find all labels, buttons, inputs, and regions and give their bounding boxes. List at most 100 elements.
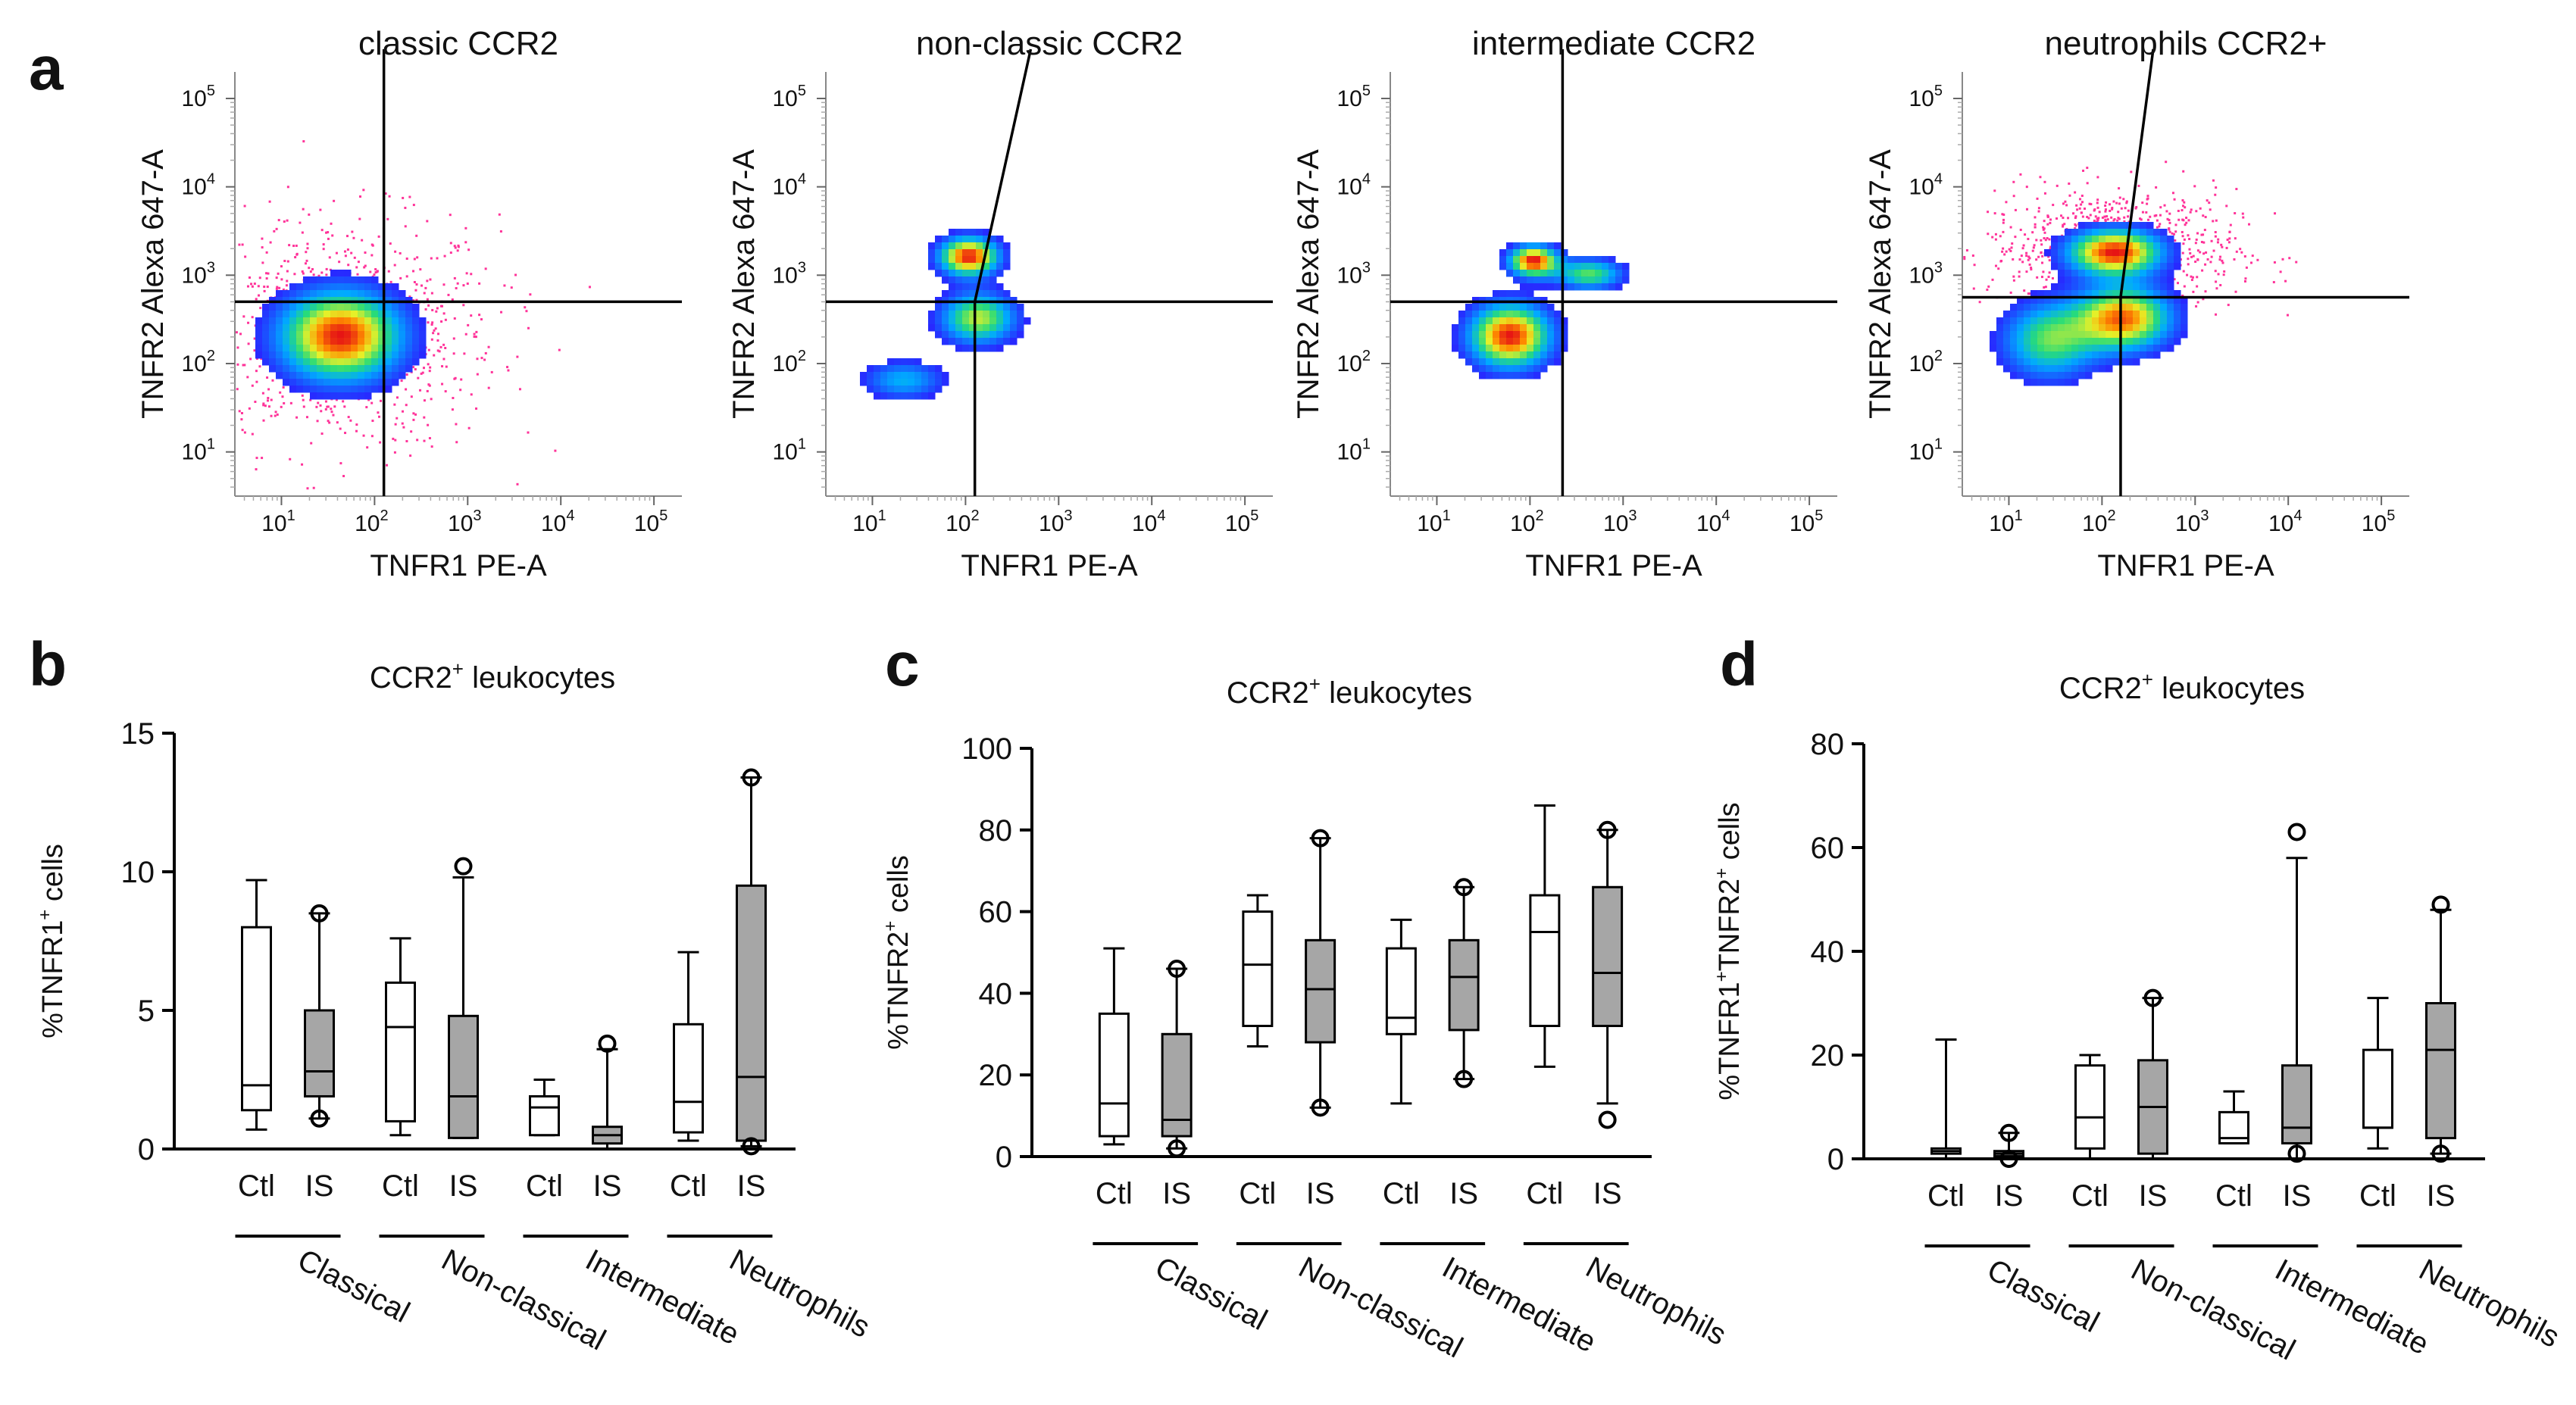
boxplot-category-label: IS bbox=[1162, 1177, 1191, 1210]
flow-density-cell bbox=[976, 263, 983, 270]
boxplot-category-label: IS bbox=[1995, 1179, 2024, 1213]
flow-density-cell bbox=[2099, 358, 2106, 366]
flow-density-cell bbox=[996, 249, 1004, 257]
flow-density-cell bbox=[2037, 351, 2045, 359]
flow-event-dot bbox=[2215, 280, 2218, 283]
flow-density-cell bbox=[2167, 290, 2174, 298]
flow-event-dot bbox=[2146, 218, 2149, 221]
flow-density-cell bbox=[1533, 317, 1541, 325]
flow-density-cell bbox=[2065, 379, 2072, 386]
flow-event-dot bbox=[1987, 285, 1990, 288]
flow-event-dot bbox=[2168, 212, 2171, 215]
flow-density-cell bbox=[2065, 249, 2072, 257]
flow-density-cell bbox=[2078, 270, 2086, 277]
flow-density-cell bbox=[289, 345, 297, 352]
flow-density-cell bbox=[989, 324, 997, 332]
flow-density-cell bbox=[894, 365, 902, 373]
flow-density-cell bbox=[2174, 331, 2181, 339]
flow-density-cell bbox=[996, 283, 1004, 291]
flow-density-cell bbox=[385, 351, 392, 359]
flow-density-cell bbox=[1506, 351, 1514, 359]
flow-density-cell bbox=[989, 256, 997, 264]
flow-density-cell bbox=[976, 338, 983, 345]
flow-x-tick-exponent: 2 bbox=[971, 507, 980, 524]
flow-event-dot bbox=[338, 261, 341, 264]
flow-event-dot bbox=[2185, 221, 2188, 224]
flow-density-cell bbox=[399, 290, 406, 298]
flow-density-cell bbox=[969, 324, 977, 332]
flow-event-dot bbox=[444, 390, 447, 393]
flow-event-dot bbox=[2202, 233, 2205, 236]
flow-density-cell bbox=[955, 263, 963, 270]
flow-event-dot bbox=[2074, 215, 2077, 218]
flow-density-cell bbox=[1017, 324, 1024, 332]
flow-density-cell bbox=[371, 324, 379, 332]
flow-density-cell bbox=[2106, 317, 2113, 325]
flow-density-cell bbox=[269, 351, 277, 359]
flow-density-cell bbox=[2119, 236, 2127, 243]
flow-y-tick-exponent: 1 bbox=[1362, 436, 1371, 453]
flow-event-dot bbox=[319, 208, 322, 211]
flow-event-dot bbox=[241, 429, 244, 432]
flow-event-dot bbox=[451, 298, 454, 301]
flow-event-dot bbox=[2025, 251, 2028, 254]
flow-x-tick-base: 10 bbox=[1039, 511, 1064, 536]
flow-density-cell bbox=[1527, 324, 1534, 332]
flow-density-cell bbox=[2181, 311, 2188, 318]
flow-event-dot bbox=[405, 388, 408, 391]
flow-density-cell bbox=[935, 365, 943, 373]
flow-density-cell bbox=[1506, 317, 1514, 325]
flow-density-cell bbox=[371, 276, 379, 284]
flow-event-dot bbox=[309, 270, 312, 273]
flow-density-cell bbox=[337, 338, 345, 345]
flow-density-cell bbox=[324, 276, 331, 284]
flow-density-cell bbox=[2051, 283, 2059, 291]
flow-event-dot bbox=[2021, 261, 2024, 264]
flow-density-cell bbox=[976, 256, 983, 264]
flow-y-tick-base: 10 bbox=[773, 263, 798, 288]
flow-density-cell bbox=[1990, 345, 1997, 352]
flow-y-tick-label: 102 bbox=[1337, 348, 1371, 376]
flow-density-cell bbox=[1540, 242, 1548, 250]
flow-density-cell bbox=[351, 276, 358, 284]
flow-event-dot bbox=[2216, 241, 2219, 244]
flow-density-cell bbox=[860, 372, 868, 379]
flow-event-dot bbox=[2010, 246, 2013, 249]
flow-density-cell bbox=[955, 345, 963, 352]
flow-density-cell bbox=[351, 317, 358, 325]
flow-density-cell bbox=[983, 229, 990, 236]
flow-density-cell bbox=[303, 317, 311, 325]
flow-event-dot bbox=[371, 420, 374, 423]
flow-event-dot bbox=[2043, 237, 2046, 240]
flow-plot-neutrophils-ccr2: 101 102 103 104 105101102103104105neutrophil… bbox=[1864, 25, 2409, 582]
flow-event-dot bbox=[2243, 279, 2246, 283]
flow-density-cell bbox=[392, 311, 399, 318]
flow-density-cell bbox=[1520, 317, 1527, 325]
flow-density-cell bbox=[914, 392, 922, 400]
flow-density-cell bbox=[962, 324, 970, 332]
flow-density-cell bbox=[385, 379, 392, 386]
flow-x-tick-base: 10 bbox=[541, 511, 566, 536]
flow-density-cell bbox=[901, 392, 908, 400]
flow-event-dot bbox=[2028, 263, 2031, 266]
flow-density-cell bbox=[2065, 290, 2072, 298]
flow-density-cell bbox=[2160, 304, 2168, 311]
flow-density-cell bbox=[269, 365, 277, 373]
flow-density-cell bbox=[1520, 290, 1527, 298]
flow-event-dot bbox=[2009, 291, 2012, 294]
flow-density-cell bbox=[317, 338, 324, 345]
flow-density-cell bbox=[1465, 358, 1473, 366]
flow-density-cell bbox=[1527, 263, 1534, 270]
flow-event-dot bbox=[2123, 216, 2126, 219]
flow-event-dot bbox=[393, 403, 396, 406]
boxplot-y-label-part: %TNFR1 bbox=[1714, 982, 1746, 1100]
flow-density-cell bbox=[976, 311, 983, 318]
flow-density-cell bbox=[2126, 256, 2134, 264]
flow-density-cell bbox=[2085, 345, 2093, 352]
flow-event-dot bbox=[240, 418, 243, 421]
flow-density-cell bbox=[1486, 365, 1493, 373]
flow-y-tick-label: 102 bbox=[773, 348, 807, 376]
flow-density-cell bbox=[344, 304, 352, 311]
flow-density-cell bbox=[303, 379, 311, 386]
flow-event-dot bbox=[2009, 226, 2012, 229]
